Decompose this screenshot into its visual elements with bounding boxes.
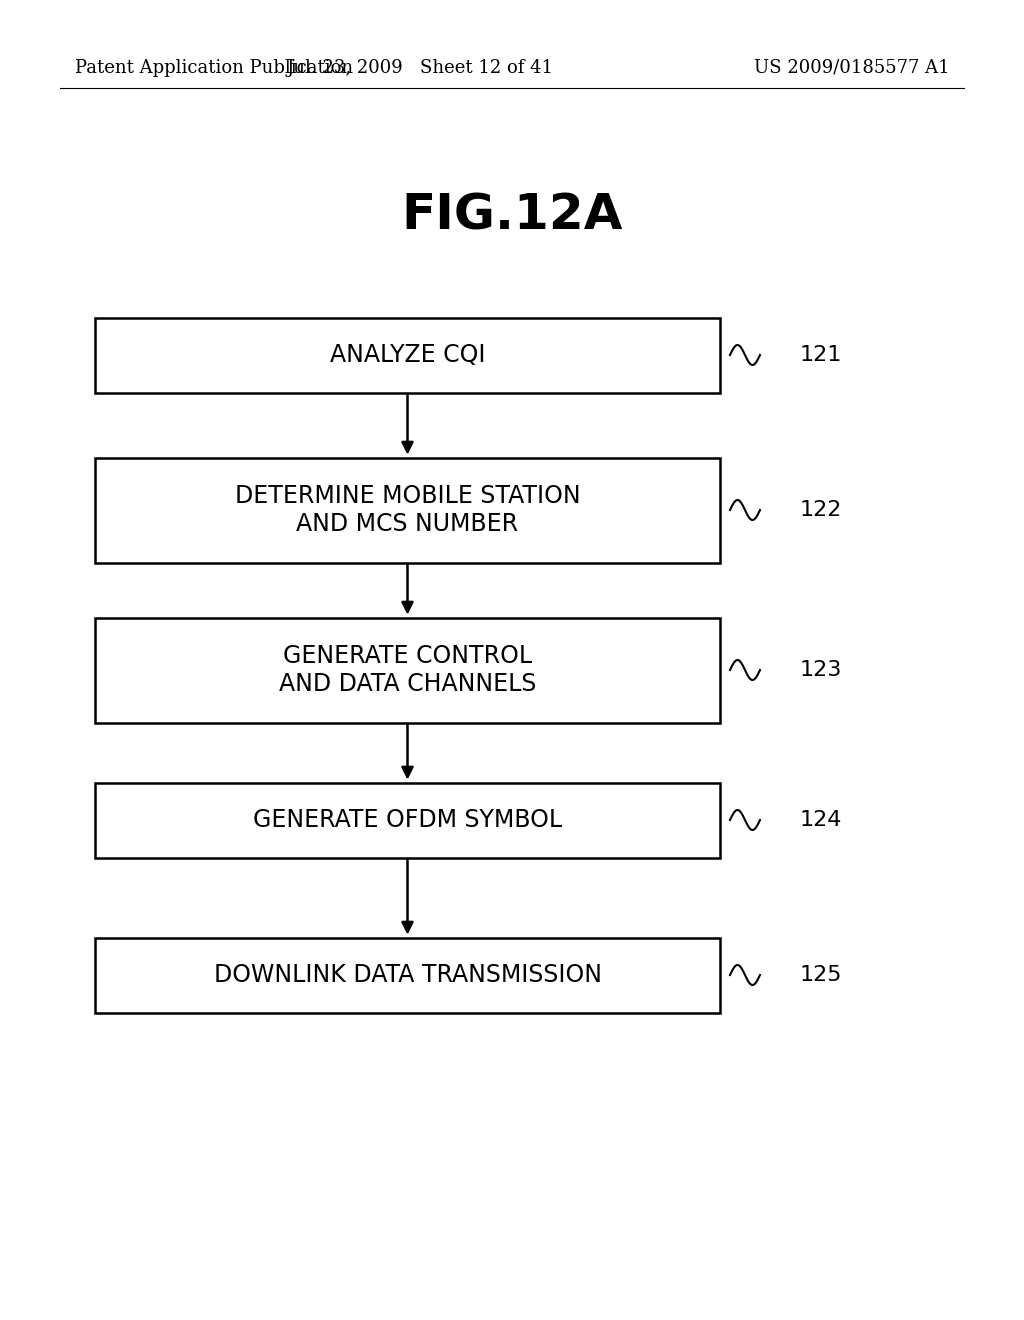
- Text: 123: 123: [800, 660, 843, 680]
- Bar: [95, 618, 720, 722]
- Bar: [95, 937, 720, 1012]
- Text: 121: 121: [800, 345, 843, 366]
- Text: 125: 125: [800, 965, 843, 985]
- Bar: [95, 318, 720, 392]
- Text: Patent Application Publication: Patent Application Publication: [75, 59, 353, 77]
- Text: GENERATE CONTROL
AND DATA CHANNELS: GENERATE CONTROL AND DATA CHANNELS: [279, 644, 537, 696]
- Bar: [95, 458, 720, 562]
- Text: DOWNLINK DATA TRANSMISSION: DOWNLINK DATA TRANSMISSION: [213, 964, 601, 987]
- Text: DETERMINE MOBILE STATION
AND MCS NUMBER: DETERMINE MOBILE STATION AND MCS NUMBER: [234, 484, 581, 536]
- Text: 124: 124: [800, 810, 843, 830]
- Text: GENERATE OFDM SYMBOL: GENERATE OFDM SYMBOL: [253, 808, 562, 832]
- Bar: [95, 783, 720, 858]
- Text: Jul. 23, 2009   Sheet 12 of 41: Jul. 23, 2009 Sheet 12 of 41: [287, 59, 554, 77]
- Text: US 2009/0185577 A1: US 2009/0185577 A1: [755, 59, 950, 77]
- Text: FIG.12A: FIG.12A: [401, 191, 623, 239]
- Text: ANALYZE CQI: ANALYZE CQI: [330, 343, 485, 367]
- Text: 122: 122: [800, 500, 843, 520]
